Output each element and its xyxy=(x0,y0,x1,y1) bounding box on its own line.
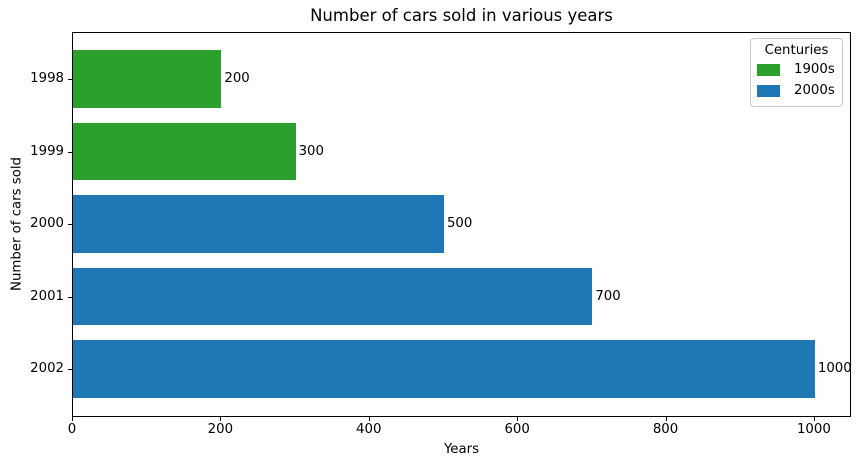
bar-value-label-2002: 1000 xyxy=(817,361,852,376)
y-tick-mark-2002 xyxy=(68,369,72,370)
y-tick-mark-2000 xyxy=(68,224,72,225)
x-tick-label-400: 400 xyxy=(356,422,382,437)
legend-label-2000s: 2000s xyxy=(794,82,835,98)
x-tick-mark-1000 xyxy=(813,417,815,421)
legend-label-1900s: 1900s xyxy=(794,61,835,77)
x-tick-label-200: 200 xyxy=(207,422,234,437)
bar-2001 xyxy=(73,267,593,326)
x-tick-mark-200 xyxy=(220,417,222,421)
x-tick-mark-800 xyxy=(665,417,667,421)
legend-rows: 1900s 2000s xyxy=(751,59,842,101)
y-tick-mark-2001 xyxy=(68,297,72,298)
y-tick-label-2001: 2001 xyxy=(30,288,64,304)
legend-entry-2000s: 2000s xyxy=(751,80,842,101)
legend-patch-1900s xyxy=(757,63,780,76)
bar-value-label-1998: 200 xyxy=(224,71,250,86)
y-tick-label-1998: 1998 xyxy=(30,71,64,86)
y-tick-label-2002: 2002 xyxy=(30,361,64,376)
legend-title: Centuries xyxy=(764,43,829,58)
x-tick-label-600: 600 xyxy=(504,422,530,437)
x-tick-mark-600 xyxy=(517,417,519,421)
bar-1999 xyxy=(73,122,296,181)
y-tick-label-2000: 2000 xyxy=(30,216,64,231)
bar-value-label-1999: 300 xyxy=(298,143,324,159)
y-tick-mark-1998 xyxy=(68,79,72,80)
y-tick-mark-1999 xyxy=(68,152,72,153)
x-tick-label-0: 0 xyxy=(67,422,77,437)
x-tick-label-1000: 1000 xyxy=(796,422,831,437)
bar-value-label-2000: 500 xyxy=(446,216,473,231)
bar-value-label-2001: 700 xyxy=(595,288,621,304)
legend-patch-2000s xyxy=(757,84,780,97)
x-tick-label-800: 800 xyxy=(652,422,679,437)
chart-title: Number of cars sold in various years xyxy=(310,6,613,25)
x-axis-label: Years xyxy=(443,442,480,457)
legend: Centuries 1900s 2000s xyxy=(750,38,843,107)
x-tick-mark-0 xyxy=(72,417,73,421)
bar-1998 xyxy=(73,50,222,108)
bar-2000 xyxy=(73,195,444,253)
y-tick-label-1999: 1999 xyxy=(30,143,64,159)
x-tick-mark-400 xyxy=(368,417,370,421)
legend-entry-1900s: 1900s xyxy=(751,59,842,80)
bar-2002 xyxy=(73,340,815,398)
